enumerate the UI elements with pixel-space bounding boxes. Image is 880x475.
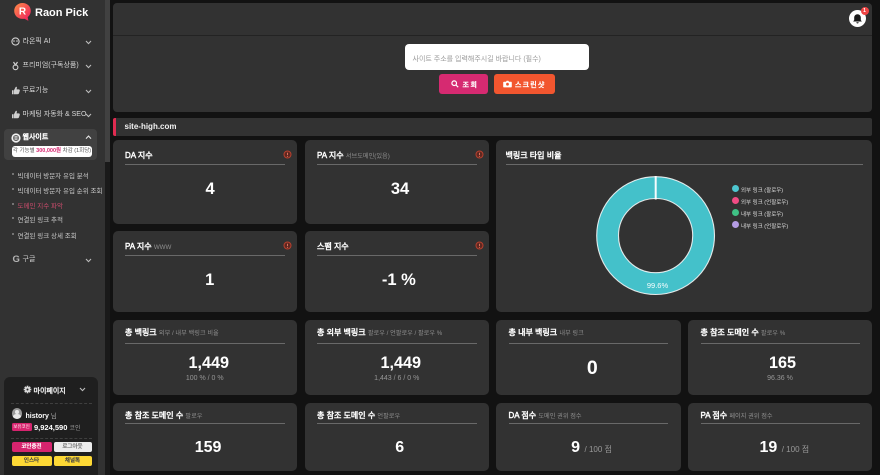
svg-text:R: R xyxy=(19,7,27,18)
